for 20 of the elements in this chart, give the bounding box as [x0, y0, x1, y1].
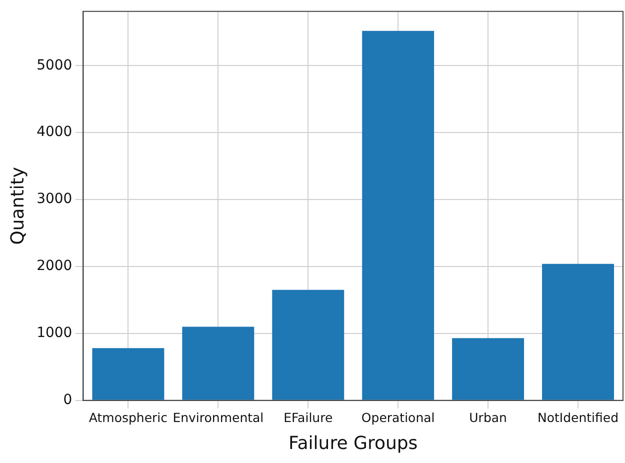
x-tick-label: NotIdentified: [538, 410, 619, 426]
y-tick-label: 2000: [36, 258, 72, 274]
y-tick-label: 5000: [36, 57, 72, 74]
y-tick-label: 0: [63, 392, 72, 408]
y-tick-label: 4000: [36, 124, 72, 140]
x-tick-label: EFailure: [284, 410, 333, 426]
x-tick-label: Environmental: [172, 410, 264, 426]
y-tick-label: 1000: [36, 325, 72, 342]
x-tick-label: Urban: [469, 410, 507, 426]
bar: [92, 348, 164, 400]
bar: [542, 264, 614, 400]
x-axis-title: Failure Groups: [288, 432, 418, 454]
x-tick-label: Atmospheric: [88, 410, 168, 426]
bar: [272, 290, 344, 400]
x-tick-label: Operational: [361, 410, 435, 426]
y-tick-label: 3000: [36, 191, 72, 208]
bar: [182, 326, 254, 400]
y-axis-title: Quantity: [7, 166, 28, 245]
bar: [452, 338, 524, 400]
bar: [362, 30, 434, 400]
